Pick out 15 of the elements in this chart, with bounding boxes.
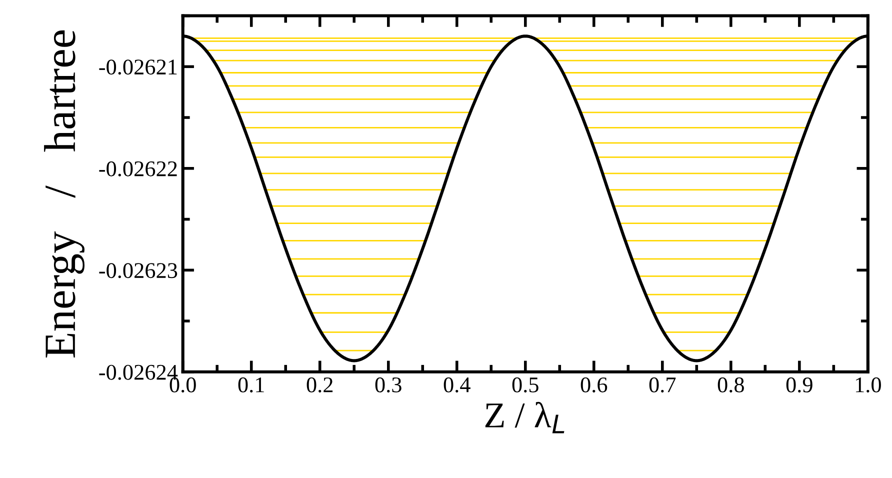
y-tick-label: -0.02621 [99, 60, 177, 75]
x-tick-label: 0.2 [306, 377, 333, 392]
y-axis-title: Energy / hartree [44, 30, 84, 358]
x-tick-label: 0.8 [718, 377, 744, 392]
x-tick-label: 0.4 [444, 377, 470, 392]
x-tick-label: 0.3 [375, 377, 402, 392]
x-tick-label: 1.0 [856, 377, 881, 392]
x-tick-label: 0.1 [238, 377, 264, 392]
x-tick-label: 0.9 [786, 377, 812, 392]
x-axis-title: Z / λ$_{L}$ [485, 402, 564, 434]
y-tick-label: -0.02622 [99, 161, 177, 176]
x-tick-label: 0.6 [580, 377, 608, 392]
x-tick-label: 0.7 [649, 377, 676, 392]
y-tick-label: -0.02623 [99, 263, 178, 278]
x-tick-label: 0.5 [512, 377, 538, 392]
